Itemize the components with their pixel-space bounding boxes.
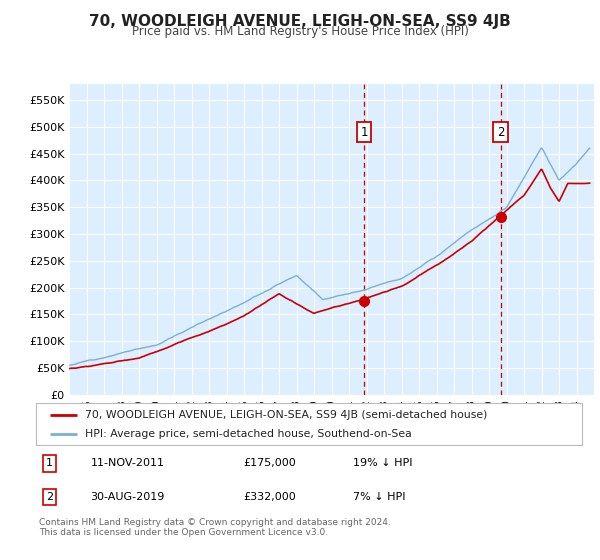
Text: 70, WOODLEIGH AVENUE, LEIGH-ON-SEA, SS9 4JB: 70, WOODLEIGH AVENUE, LEIGH-ON-SEA, SS9 … (89, 14, 511, 29)
Text: 1: 1 (46, 459, 53, 469)
Text: 70, WOODLEIGH AVENUE, LEIGH-ON-SEA, SS9 4JB (semi-detached house): 70, WOODLEIGH AVENUE, LEIGH-ON-SEA, SS9 … (85, 409, 488, 419)
Text: 30-AUG-2019: 30-AUG-2019 (91, 492, 165, 502)
Text: 7% ↓ HPI: 7% ↓ HPI (353, 492, 405, 502)
Text: 11-NOV-2011: 11-NOV-2011 (91, 459, 164, 469)
Text: 1: 1 (360, 126, 368, 139)
Text: £175,000: £175,000 (244, 459, 296, 469)
Text: 19% ↓ HPI: 19% ↓ HPI (353, 459, 412, 469)
Text: HPI: Average price, semi-detached house, Southend-on-Sea: HPI: Average price, semi-detached house,… (85, 429, 412, 439)
Text: 2: 2 (497, 126, 505, 139)
Text: £332,000: £332,000 (244, 492, 296, 502)
Text: Price paid vs. HM Land Registry's House Price Index (HPI): Price paid vs. HM Land Registry's House … (131, 25, 469, 38)
Text: Contains HM Land Registry data © Crown copyright and database right 2024.
This d: Contains HM Land Registry data © Crown c… (39, 518, 391, 538)
Text: 2: 2 (46, 492, 53, 502)
